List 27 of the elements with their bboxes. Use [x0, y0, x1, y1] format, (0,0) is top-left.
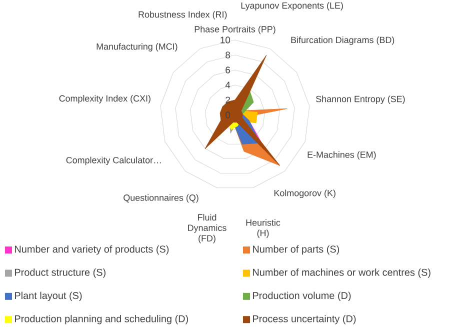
- spoke-label: Heuristic (H): [246, 219, 280, 238]
- y-tick-label: 4: [225, 82, 230, 88]
- legend-label: Production volume (D): [253, 292, 351, 302]
- legend-label: Product structure (S): [15, 268, 106, 278]
- spoke-label: Bifurcation Diagrams (BD): [291, 36, 394, 45]
- legend-label: Production planning and scheduling (D): [15, 314, 188, 324]
- y-tick-label: 0: [226, 112, 230, 118]
- spoke-label: Lyapunov Exponents (LE): [241, 2, 343, 10]
- spoke-label: E-Machines (EM): [308, 151, 376, 160]
- y-tick-label: 6: [226, 66, 230, 74]
- legend-label: Number of machines or work centres (S): [253, 268, 430, 278]
- spoke-label: Questionnaires (Q): [124, 194, 198, 203]
- spoke-label: Phase Portraits (PP): [194, 26, 276, 34]
- spoke-label: Fluid Dynamics (FD): [188, 214, 226, 244]
- spoke-label: Shannon Entropy (SE): [316, 96, 405, 104]
- y-tick-label: 10: [220, 36, 230, 44]
- legend-label: Process uncertainty (D): [253, 314, 356, 324]
- y-tick-label: 2: [226, 96, 230, 104]
- legend-label: Number and variety of products (S): [15, 245, 169, 255]
- spoke-label: Complexity Calculator…: [66, 156, 161, 166]
- spoke-label: Manufacturing (MCI): [96, 43, 178, 52]
- legend-label: Number of parts (S): [253, 245, 340, 255]
- spoke-label: Kolmogorov (K): [274, 190, 336, 198]
- spoke-label: Complexity Index (CXI): [59, 95, 150, 104]
- y-tick-label: 8: [226, 52, 230, 58]
- spoke-label: Robustness Index (RI): [138, 11, 227, 20]
- legend-label: Plant layout (S): [15, 292, 82, 302]
